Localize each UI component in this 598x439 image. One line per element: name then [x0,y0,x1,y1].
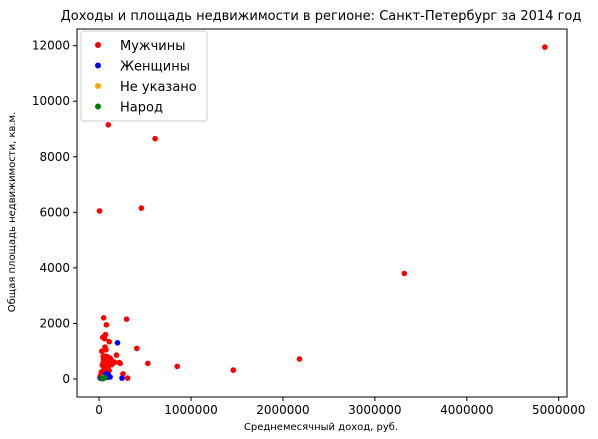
y-tick-label: 4000 [39,261,70,275]
legend-marker-3 [95,103,101,110]
point-series-1-11 [107,374,113,380]
point-series-0-23 [103,322,110,328]
point-series-0-21 [100,315,107,321]
x-tick-label: 0 [95,403,103,417]
point-series-0-13 [116,359,123,366]
legend-marker-1 [95,62,101,69]
point-series-0-0 [542,44,548,50]
y-tick-label: 12000 [32,39,70,53]
y-axis-ticks: 0 2000 4000 6000 8000 10000 12000 [32,39,77,386]
x-tick-label: 5000000 [532,403,585,417]
plot-frame [76,28,568,398]
point-series-0-14 [113,352,120,358]
point-series-0-7 [145,360,151,367]
legend-entries: Мужчины Женщины Не указано Народ [95,39,197,116]
legend-marker-0 [95,42,101,48]
point-series-0-18 [105,122,112,128]
legend-label-0: Мужчины [120,39,186,54]
point-series-1-1 [119,375,125,381]
x-tick-label: 4000000 [440,403,493,417]
point-series-0-22 [99,334,106,341]
point-series-3-3 [99,375,106,382]
x-axis-label: Среднемесячный доход, руб. [244,422,398,433]
y-tick-label: 6000 [39,205,70,219]
plot-points [96,44,548,382]
y-tick-label: 10000 [32,94,70,108]
point-series-0-26 [99,348,105,355]
point-series-0-4 [174,363,180,370]
x-tick-label: 2000000 [256,403,309,417]
x-tick-label: 1000000 [164,403,217,417]
point-series-0-10 [124,375,131,381]
point-series-0-17 [106,338,112,345]
x-tick-label: 3000000 [348,403,401,417]
point-series-0-27 [96,208,103,214]
y-tick-label: 0 [62,372,70,386]
point-series-0-54 [102,362,108,368]
x-axis-ticks: 0 1000000 2000000 3000000 4000000 5000000 [95,397,585,417]
point-series-0-6 [138,205,145,211]
y-axis-label: Общая площадь недвижимости, кв.м. [7,112,18,313]
y-tick-label: 2000 [39,316,70,330]
point-series-0-5 [152,135,158,142]
point-series-0-11 [120,371,126,377]
point-series-0-3 [230,367,237,373]
point-series-1-0 [114,340,121,346]
legend: Мужчины Женщины Не указано Народ [80,30,208,122]
legend-label-2: Не указано [120,80,197,95]
y-tick-label: 8000 [39,150,70,164]
point-series-0-1 [401,270,408,277]
legend-label-3: Народ [120,101,163,116]
legend-box [80,30,208,122]
chart-title: Доходы и площадь недвижимости в регионе:… [61,9,582,24]
legend-label-1: Женщины [120,60,190,75]
point-series-0-2 [296,356,303,362]
point-series-0-8 [134,345,140,352]
legend-marker-2 [95,83,101,89]
point-series-0-9 [123,316,130,323]
